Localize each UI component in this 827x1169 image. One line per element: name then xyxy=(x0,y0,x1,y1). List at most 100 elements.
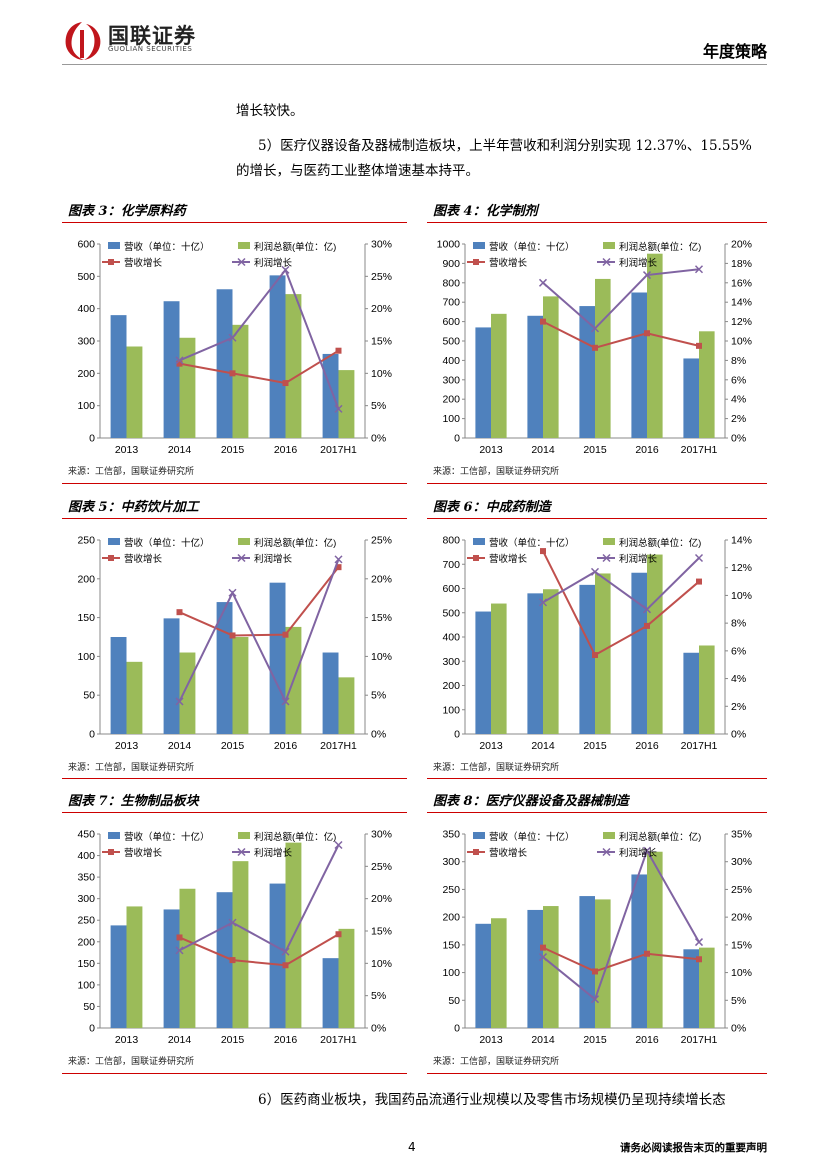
profit-bar xyxy=(126,906,143,1028)
y-tick-label: 300 xyxy=(442,656,460,668)
y-tick-label: 600 xyxy=(442,583,460,595)
chart-title: 图表 5：中药饮片加工 xyxy=(68,500,199,515)
chart-title: 图表 6：中成药制造 xyxy=(433,500,551,515)
legend-label: 利润增长 xyxy=(254,553,293,565)
x-tick-label: 2017H1 xyxy=(320,740,357,752)
y-tick-label: 600 xyxy=(442,316,460,328)
y-tick-label: 400 xyxy=(77,303,95,315)
legend-marker xyxy=(108,259,114,265)
profit-bar xyxy=(338,677,355,734)
legend-marker xyxy=(237,553,246,563)
revenue-bar xyxy=(163,618,180,734)
disclaimer-note: 请务必阅读报告末页的重要声明 xyxy=(620,1142,767,1154)
chart-source: 来源：工信部，国联证券研究所 xyxy=(433,467,560,477)
chart-title-divider xyxy=(62,518,407,519)
y2-tick-label: 18% xyxy=(731,258,752,270)
profit-bar xyxy=(699,331,715,438)
chart-c5: 0 50 100 150 200 250 0% 5% 10% 15% 20% 25% 2013 2014 2… xyxy=(77,535,392,753)
legend-marker xyxy=(602,847,611,857)
y-tick-label: 350 xyxy=(442,829,460,841)
y-tick-label: 800 xyxy=(442,535,460,547)
profit-growth-line xyxy=(542,268,700,330)
y-tick-label: 300 xyxy=(77,336,95,348)
y-tick-label: 0 xyxy=(89,433,95,445)
x-tick-label: 2014 xyxy=(531,1034,555,1046)
x-tick-label: 2015 xyxy=(221,740,245,752)
x-tick-label: 2014 xyxy=(168,1034,192,1046)
profit-growth-point xyxy=(694,265,704,274)
page-header: 国联证券 GUOLIAN SECURITIES 年度策略 xyxy=(0,0,827,70)
legend-marker xyxy=(473,849,479,855)
profit-growth-point xyxy=(281,265,290,274)
y-tick-label: 250 xyxy=(77,915,95,927)
revenue-bar xyxy=(216,892,233,1028)
legend-label: 营收（单位：十亿） xyxy=(124,831,210,843)
y-tick-label: 100 xyxy=(77,979,95,991)
y2-tick-label: 5% xyxy=(371,400,386,412)
legend-marker xyxy=(108,555,114,561)
profit-bar xyxy=(179,652,196,734)
profit-growth-point xyxy=(175,356,184,365)
profit-growth-point xyxy=(642,846,652,855)
revenue-bar xyxy=(269,883,286,1028)
y-tick-label: 300 xyxy=(442,374,460,386)
chart-bottom-divider xyxy=(427,1073,767,1074)
y2-tick-label: 12% xyxy=(731,316,752,328)
x-tick-label: 2017H1 xyxy=(681,444,718,456)
revenue-bar xyxy=(322,353,339,438)
profit-growth-line xyxy=(179,844,340,954)
revenue-growth-point xyxy=(592,652,598,659)
profit-growth-point xyxy=(334,840,343,850)
revenue-growth-line xyxy=(542,946,700,973)
legend-swatch xyxy=(238,242,250,249)
chart-bottom-divider xyxy=(427,778,767,779)
y-tick-label: 0 xyxy=(89,1023,95,1035)
y-tick-label: 400 xyxy=(77,850,95,862)
revenue-growth-point xyxy=(696,578,702,585)
legend-swatch xyxy=(108,832,120,839)
profit-bar xyxy=(647,851,663,1028)
revenue-bar xyxy=(475,923,491,1028)
y-tick-label: 200 xyxy=(442,680,460,692)
y2-tick-label: 0% xyxy=(371,433,386,445)
revenue-growth-point xyxy=(592,344,598,351)
revenue-bar xyxy=(527,315,543,438)
profit-bar xyxy=(595,278,611,438)
x-tick-label: 2016 xyxy=(635,1034,659,1046)
y2-tick-label: 16% xyxy=(731,277,752,289)
x-tick-label: 2016 xyxy=(274,740,298,752)
x-tick-label: 2016 xyxy=(274,444,298,456)
legend-label: 营收（单位：十亿） xyxy=(489,241,575,253)
revenue-growth-point xyxy=(282,962,289,969)
revenue-bar xyxy=(527,909,543,1028)
y2-tick-label: 6% xyxy=(731,645,746,657)
revenue-bar xyxy=(110,925,127,1028)
y-tick-label: 200 xyxy=(77,936,95,948)
legend-label: 利润总额(单位：亿) xyxy=(254,537,336,549)
profit-bar xyxy=(285,294,302,438)
profit-bar xyxy=(126,661,143,734)
legend-swatch xyxy=(603,538,615,545)
y2-tick-label: 8% xyxy=(731,618,746,630)
chart-bottom-divider xyxy=(62,483,407,484)
y2-tick-label: 0% xyxy=(731,729,746,741)
page-number: 4 xyxy=(408,1140,416,1154)
y-tick-label: 100 xyxy=(442,704,460,716)
legend-swatch xyxy=(473,538,485,545)
legend-swatch xyxy=(603,832,615,839)
profit-growth-point xyxy=(228,333,237,342)
x-tick-label: 2014 xyxy=(531,444,555,456)
x-tick-label: 2017H1 xyxy=(681,1034,718,1046)
revenue-bar xyxy=(527,593,543,734)
y2-tick-label: 25% xyxy=(371,271,392,283)
profit-growth-line xyxy=(542,848,700,1001)
revenue-bar xyxy=(475,611,491,734)
y2-tick-label: 10% xyxy=(371,651,392,663)
legend-swatch xyxy=(238,832,250,839)
y2-tick-label: 15% xyxy=(731,939,752,951)
y2-tick-label: 8% xyxy=(731,355,746,367)
y-tick-label: 250 xyxy=(77,535,95,547)
y-tick-label: 300 xyxy=(442,856,460,868)
y2-tick-label: 10% xyxy=(731,967,752,979)
legend-marker xyxy=(473,555,479,561)
